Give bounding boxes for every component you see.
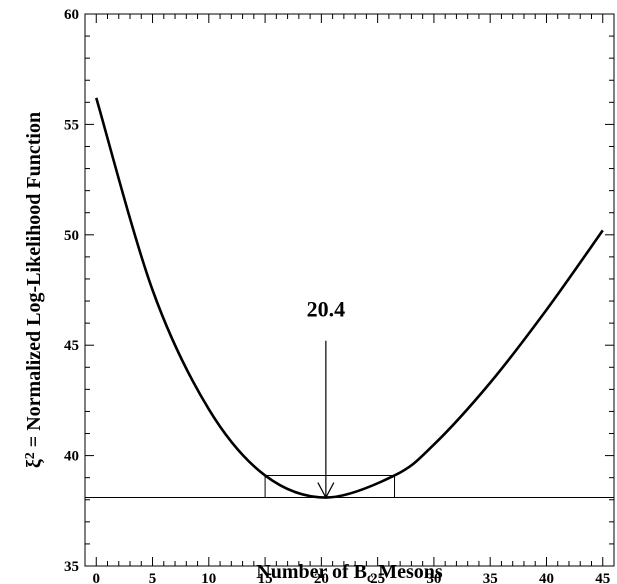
reference-lines <box>85 474 614 499</box>
x-tick-label: 25 <box>370 571 385 584</box>
y-tick-label: 50 <box>64 228 79 244</box>
x-tick-label: 10 <box>201 571 216 584</box>
likelihood-curve <box>95 97 604 499</box>
x-tick-label: 20 <box>314 571 329 584</box>
x-tick-label: 0 <box>93 571 101 584</box>
x-tick-label: 35 <box>483 571 498 584</box>
y-tick-label: 40 <box>64 449 79 465</box>
annotation-layer: 20.4 <box>307 296 346 499</box>
y-tick-label: 60 <box>64 7 79 23</box>
y-axis-title-symbol: ξ <box>23 459 45 468</box>
x-tick-label: 45 <box>595 571 610 584</box>
x-tick-label: 30 <box>426 571 441 584</box>
x-tick-label: 5 <box>149 571 157 584</box>
y-tick-label: 45 <box>64 338 79 354</box>
y-tick-label: 55 <box>64 117 79 133</box>
x-axis-title-rest: Mesons <box>373 561 443 583</box>
x-axis-title-subscript: c <box>367 571 373 584</box>
ticks-layer: 0 5 10 15 20 25 30 35 40 45 35 40 45 50 55 60 <box>64 7 614 584</box>
plot-frame <box>84 13 615 567</box>
y-tick-label: 35 <box>64 559 79 575</box>
y-axis-title-rest: = Normalized Log-Likelihood Function <box>23 112 45 452</box>
x-axis-title: Number of Bc Mesons <box>256 561 443 584</box>
series-layer <box>95 97 604 499</box>
y-axis-title-superscript: 2 <box>23 452 38 459</box>
x-tick-label: 15 <box>258 571 273 584</box>
minimum-value-label: 20.4 <box>307 296 346 321</box>
arrow-head <box>317 482 335 499</box>
x-axis-title-main: Number of B <box>256 561 367 583</box>
x-tick-label: 40 <box>539 571 554 584</box>
y-axis-title: ξ2 = Normalized Log-Likelihood Function <box>23 112 45 468</box>
